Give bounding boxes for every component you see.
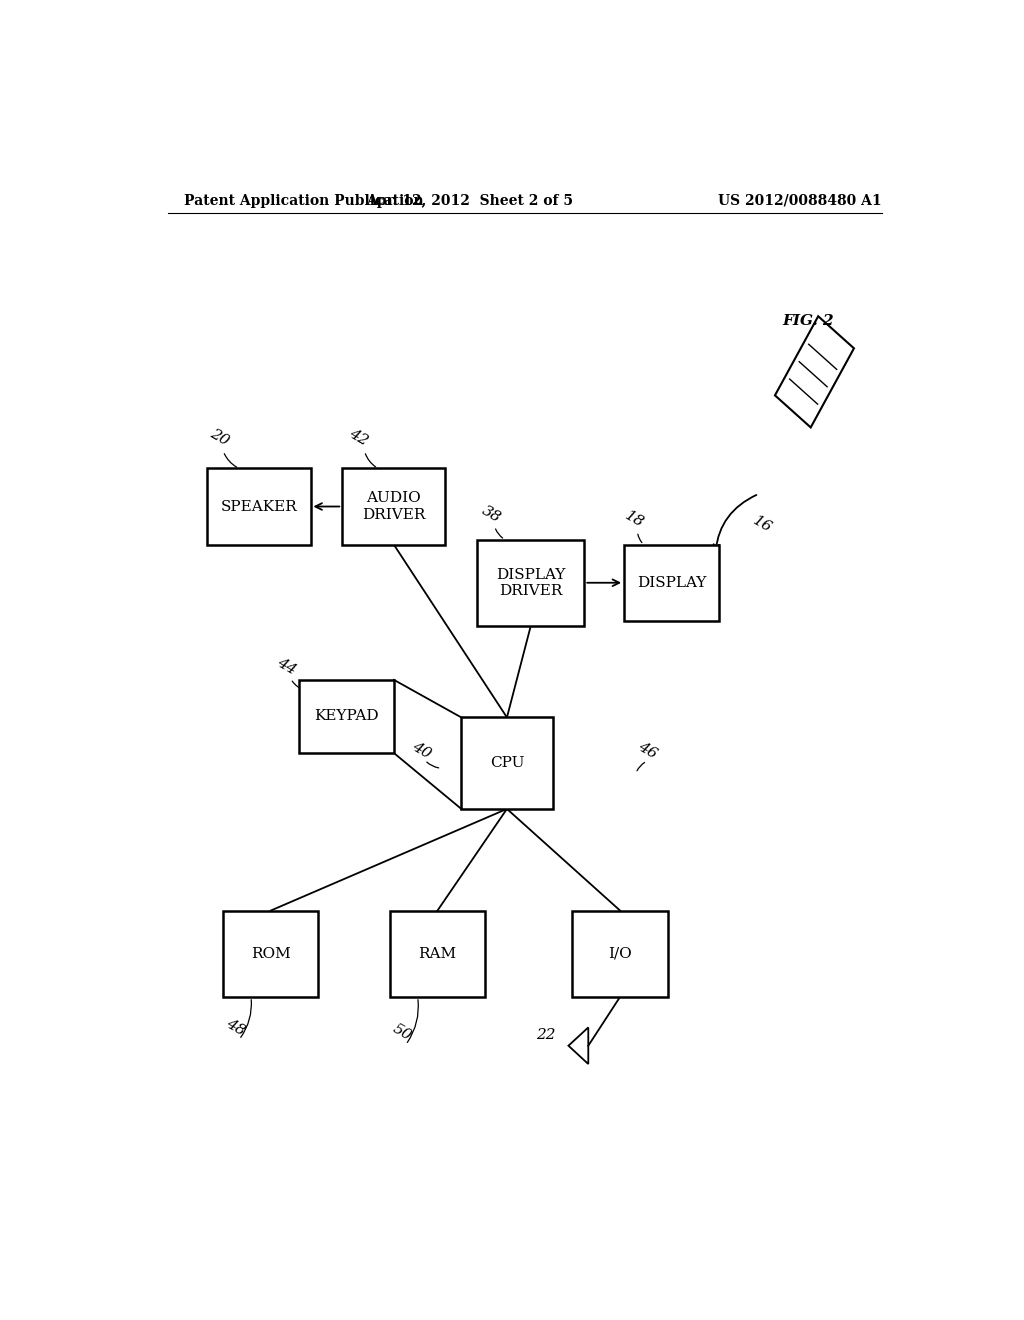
- Text: KEYPAD: KEYPAD: [314, 709, 379, 723]
- Bar: [461, 718, 553, 809]
- Text: 22: 22: [537, 1027, 556, 1041]
- Text: 50: 50: [390, 1022, 414, 1043]
- Bar: [299, 680, 394, 752]
- Bar: [342, 469, 445, 545]
- Bar: [624, 545, 719, 620]
- Bar: [572, 911, 668, 997]
- Text: AUDIO
DRIVER: AUDIO DRIVER: [362, 491, 426, 521]
- Text: DISPLAY
DRIVER: DISPLAY DRIVER: [496, 568, 565, 598]
- Text: I/O: I/O: [608, 946, 632, 961]
- Bar: [223, 911, 318, 997]
- Bar: [775, 317, 854, 428]
- Text: 44: 44: [274, 656, 299, 677]
- Text: 46: 46: [636, 739, 659, 760]
- Text: 38: 38: [479, 503, 504, 525]
- Text: RAM: RAM: [419, 946, 457, 961]
- Text: 42: 42: [346, 426, 370, 449]
- Text: 48: 48: [223, 1016, 247, 1039]
- Bar: [390, 911, 485, 997]
- Text: 18: 18: [623, 508, 646, 531]
- Text: 16: 16: [751, 513, 775, 535]
- Bar: [477, 540, 585, 626]
- Bar: [207, 469, 310, 545]
- Text: DISPLAY: DISPLAY: [637, 576, 707, 590]
- Text: US 2012/0088480 A1: US 2012/0088480 A1: [718, 194, 882, 209]
- Text: Apr. 12, 2012  Sheet 2 of 5: Apr. 12, 2012 Sheet 2 of 5: [366, 194, 572, 209]
- Text: CPU: CPU: [489, 756, 524, 770]
- Text: Patent Application Publication: Patent Application Publication: [183, 194, 423, 209]
- Text: 40: 40: [410, 739, 433, 760]
- Text: FIG. 2: FIG. 2: [782, 314, 835, 329]
- Text: ROM: ROM: [251, 946, 291, 961]
- Text: 20: 20: [207, 426, 231, 449]
- Text: SPEAKER: SPEAKER: [220, 499, 297, 513]
